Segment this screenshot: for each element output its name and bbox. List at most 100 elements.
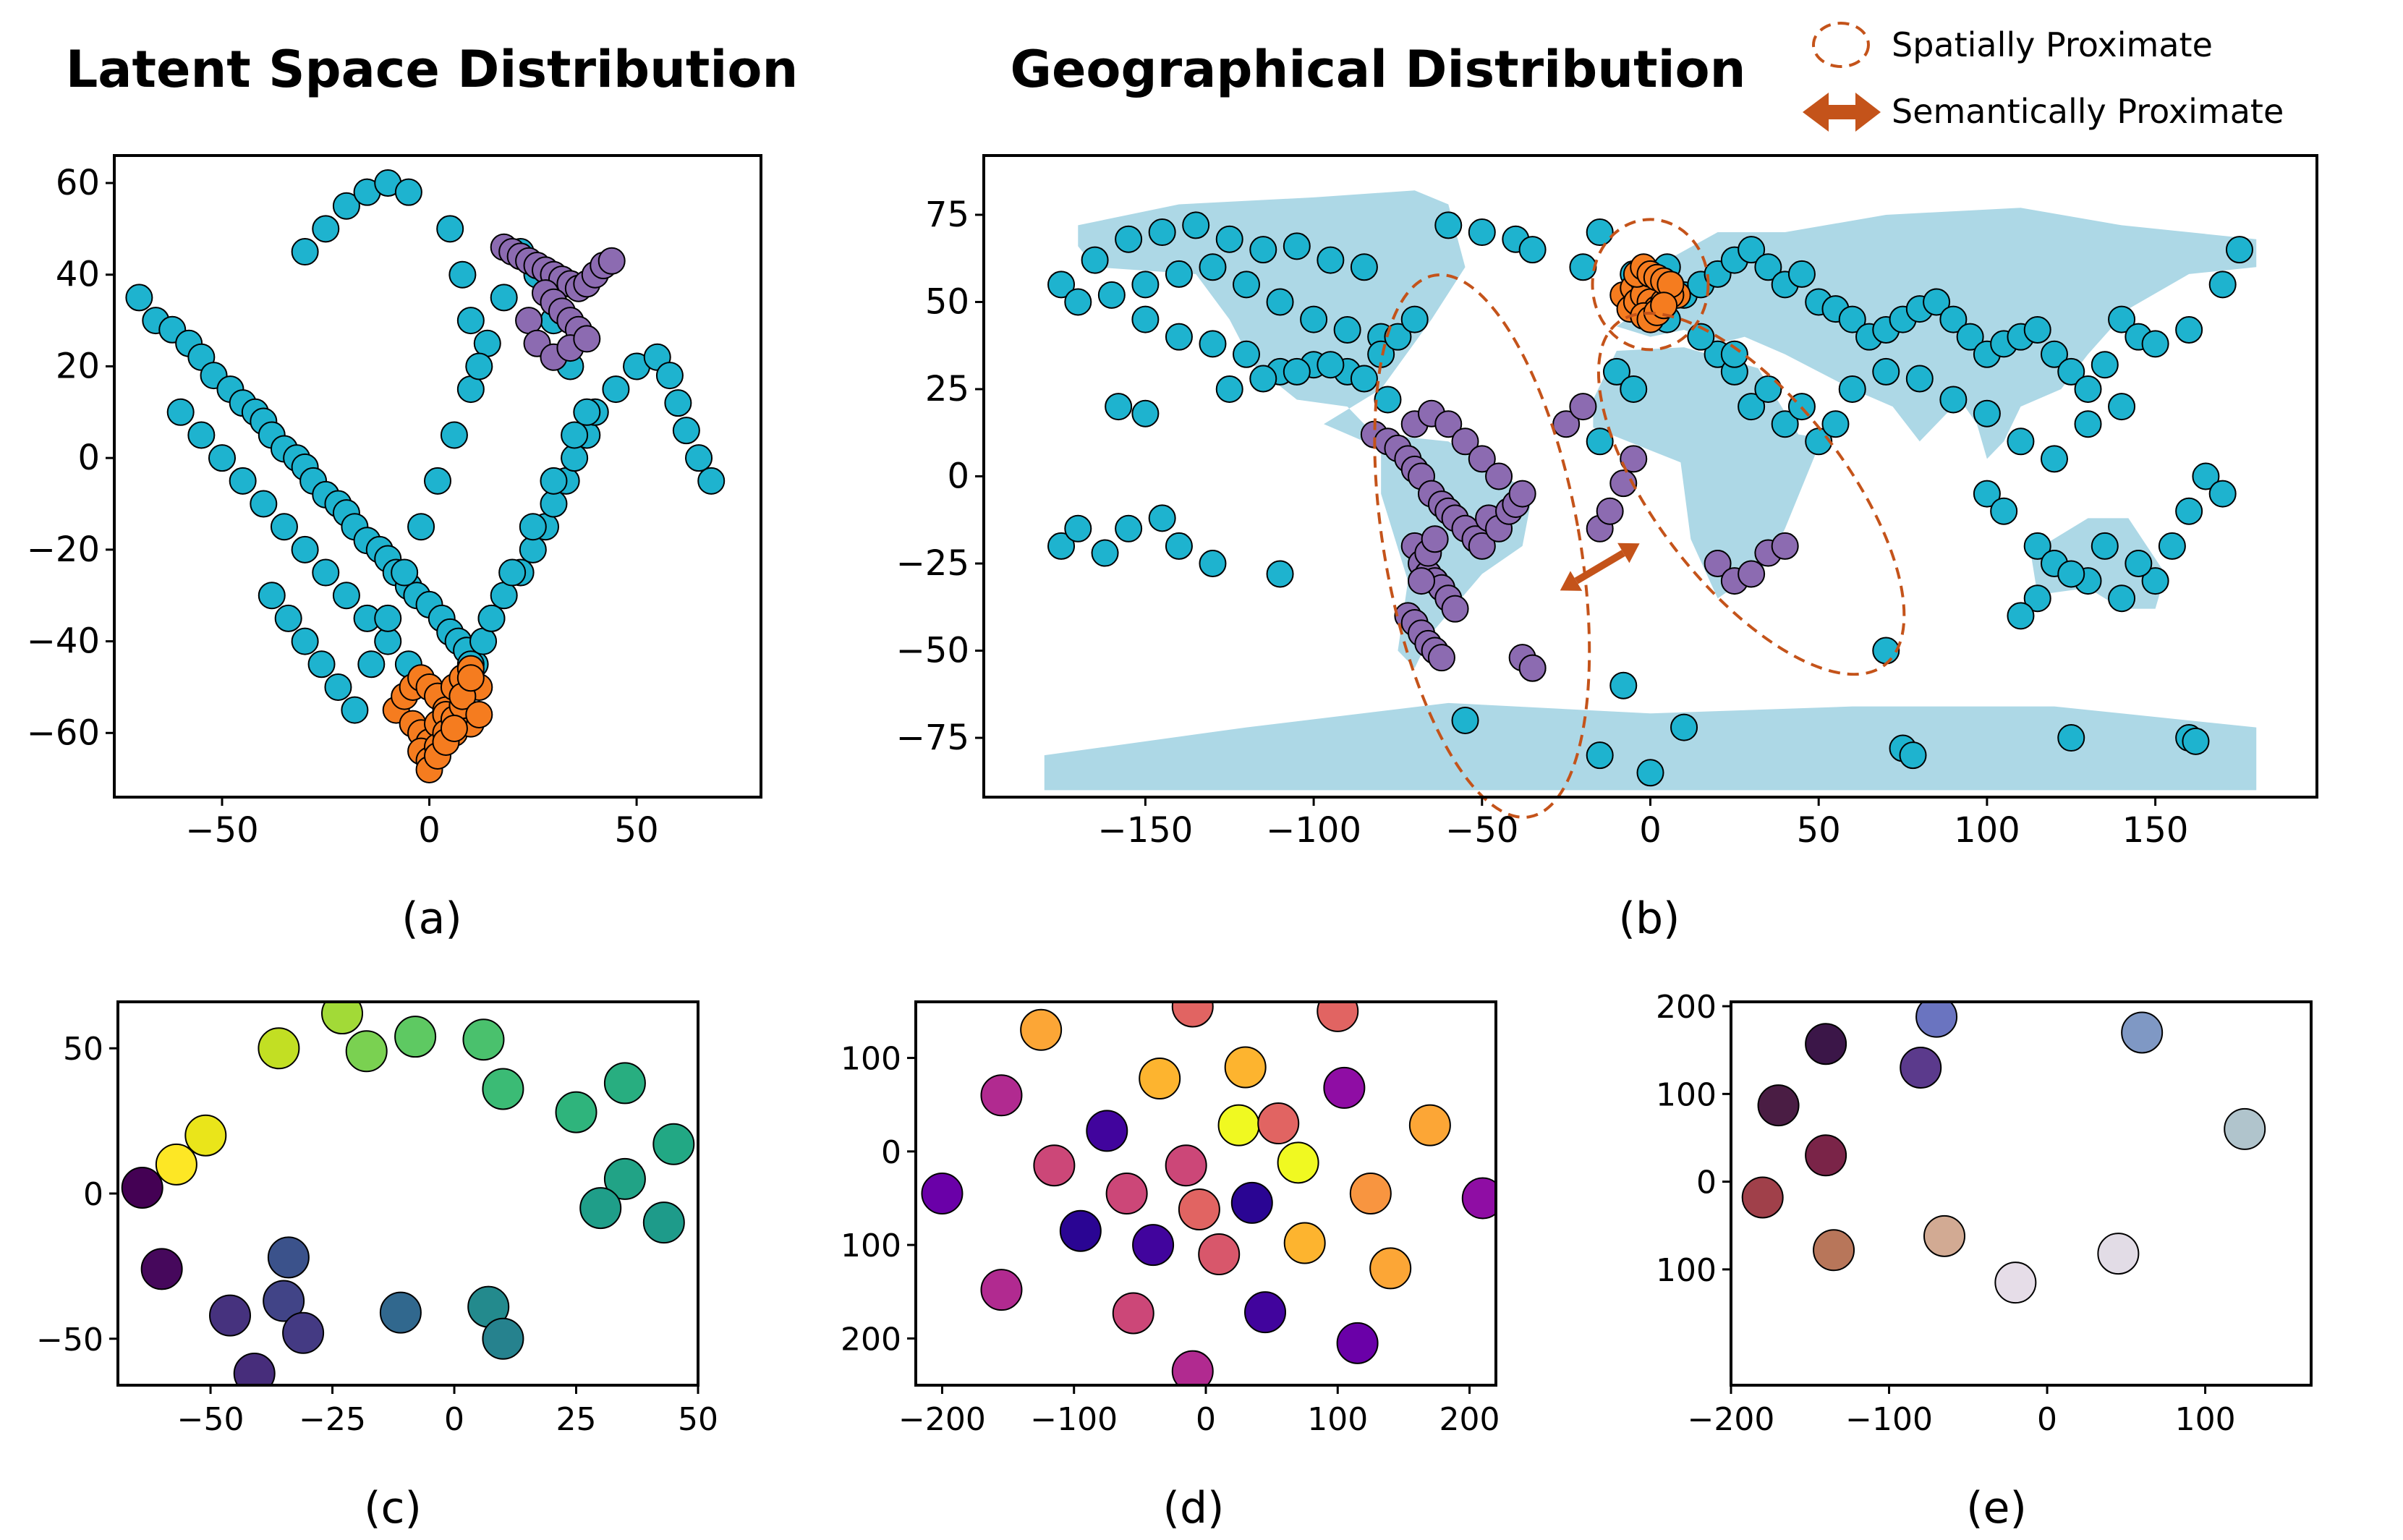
data-point (1283, 1222, 1326, 1264)
point-cyan (1333, 316, 1361, 344)
y-tick-label: 20 (56, 346, 100, 386)
x-tick-label: −150 (1097, 810, 1193, 851)
point-cyan (229, 467, 257, 495)
y-tick-label: −50 (896, 631, 969, 671)
point-cyan (2108, 393, 2136, 421)
y-tick-label: 200 (841, 1321, 901, 1358)
data-point (1224, 1046, 1267, 1089)
point-cyan (1956, 323, 1984, 351)
point-cyan (2182, 727, 2210, 755)
point-cyan (394, 178, 422, 206)
point-cyan (448, 260, 477, 289)
point-cyan (456, 375, 485, 404)
point-cyan (436, 215, 464, 243)
point-cyan (2208, 480, 2237, 508)
point-cyan (291, 238, 319, 266)
data-point (1323, 1066, 1366, 1109)
point-cyan (324, 673, 352, 701)
point-cyan (341, 696, 369, 724)
y-tick-label: 0 (1696, 1165, 1717, 1201)
data-point (321, 1002, 364, 1035)
data-point (482, 1068, 524, 1110)
point-cyan (1771, 410, 1799, 438)
x-tick-label: 0 (2037, 1401, 2057, 1438)
point-purple (1738, 560, 1766, 588)
x-tick-label: −200 (1688, 1401, 1775, 1438)
point-purple (597, 247, 626, 275)
y-tick-label: 100 (1656, 1252, 1717, 1289)
point-cyan (357, 650, 386, 678)
point-cyan (1350, 365, 1378, 393)
y-tick-label: −25 (896, 543, 969, 584)
data-point (1059, 1209, 1102, 1252)
data-point (462, 1018, 505, 1061)
point-cyan (1047, 532, 1076, 560)
data-point (233, 1352, 276, 1385)
data-point (140, 1248, 183, 1290)
data-point (1349, 1173, 1392, 1214)
point-cyan (2192, 462, 2220, 490)
point-cyan (2175, 497, 2203, 525)
point-cyan (1199, 550, 1227, 578)
data-point (267, 1236, 310, 1279)
data-point (1915, 1002, 1958, 1038)
point-cyan (540, 467, 568, 495)
point-cyan (2040, 445, 2068, 473)
point-cyan (540, 490, 568, 518)
data-point (1336, 1322, 1379, 1364)
point-cyan (332, 582, 360, 610)
point-cyan (1939, 386, 1968, 414)
data-point (1900, 1046, 1942, 1089)
point-cyan (2040, 340, 2068, 368)
land-mass-2 (1593, 347, 1822, 599)
point-cyan (2074, 410, 2102, 438)
point-cyan (1586, 218, 1614, 247)
point-cyan (1249, 236, 1277, 264)
point-purple (1620, 445, 1648, 473)
x-tick-label: 50 (1797, 810, 1841, 851)
point-cyan (1131, 399, 1160, 427)
point-cyan (469, 627, 498, 655)
point-cyan (1064, 514, 1092, 543)
legend: Spatially Proximate Semantically Proxima… (1803, 22, 2284, 132)
data-point (1217, 1104, 1260, 1147)
y-tick-label: 75 (925, 195, 969, 235)
point-cyan (1165, 260, 1193, 288)
y-tick-label: 50 (925, 281, 969, 322)
point-cyan (2108, 305, 2136, 333)
y-tick-label: 100 (841, 1228, 901, 1264)
point-cyan (672, 417, 700, 445)
point-cyan (2208, 271, 2237, 299)
point-cyan (1317, 351, 1345, 379)
point-cyan (1973, 480, 2001, 508)
point-cyan (1081, 246, 1109, 274)
point-cyan (1105, 393, 1133, 421)
y-tick-label: −20 (27, 529, 100, 570)
point-cyan (490, 582, 518, 610)
data-point (345, 1030, 388, 1073)
point-cyan (270, 513, 298, 541)
point-cyan (1821, 410, 1850, 438)
point-orange (465, 700, 493, 728)
plot-area-b (1044, 190, 2257, 791)
data-point (1178, 1188, 1220, 1230)
y-tick-label: 50 (63, 1031, 103, 1068)
y-tick-label: 0 (77, 438, 100, 478)
y-tick-label: −50 (36, 1322, 103, 1358)
data-point (1461, 1177, 1496, 1220)
point-cyan (1047, 271, 1076, 299)
data-point (258, 1027, 300, 1070)
point-cyan (1091, 539, 1119, 567)
x-tick-label: 0 (418, 810, 441, 851)
point-cyan (1182, 211, 1210, 239)
point-cyan (2108, 584, 2136, 613)
data-point (1171, 1350, 1214, 1385)
point-cyan (664, 389, 692, 417)
point-cyan (1569, 253, 1597, 281)
point-cyan (1283, 357, 1311, 386)
y-tick-label: 25 (925, 369, 969, 409)
point-cyan (602, 375, 630, 404)
data-point (1813, 1229, 1855, 1272)
point-cyan (1602, 357, 1630, 386)
data-point (980, 1074, 1023, 1117)
